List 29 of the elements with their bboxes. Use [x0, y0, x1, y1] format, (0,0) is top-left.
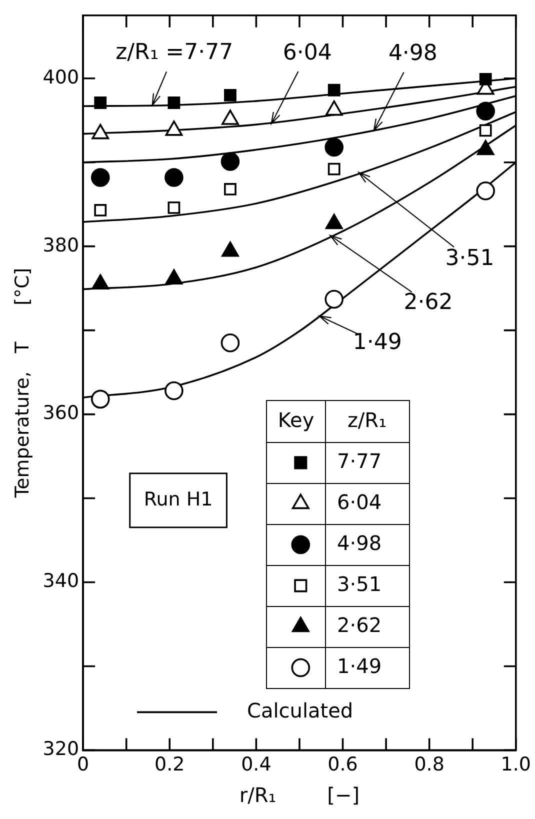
legend-label: 7·77	[337, 448, 382, 473]
annotation: 6·04	[282, 40, 332, 66]
legend-label: 6·04	[337, 490, 382, 514]
legend-label: 3·51	[337, 572, 382, 596]
y-tick-label: 380	[42, 234, 80, 256]
y-axis-title: Temperature, T [°C]	[11, 268, 34, 499]
x-tick-label: 0.6	[328, 754, 358, 776]
annotation: 3·51	[445, 246, 494, 272]
annotation: 1·49	[352, 330, 402, 355]
annotation: Run H1	[144, 488, 213, 510]
annotation: 4·98	[388, 41, 438, 66]
annotation: z/R₁ =7·77	[116, 40, 234, 65]
legend-label: 2·62	[337, 612, 382, 637]
annotation: 2·62	[404, 290, 453, 316]
x-tick-label: 0.2	[154, 754, 185, 776]
y-tick-label: 320	[42, 738, 80, 760]
legend-label: Calculated	[247, 698, 354, 722]
legend-label: 4·98	[337, 530, 382, 555]
x-axis-title: r/R₁ [−]	[239, 783, 360, 808]
y-tick-label: 360	[42, 402, 80, 424]
x-tick-label: 0	[77, 754, 90, 776]
x-tick-label: 0.8	[414, 754, 444, 776]
legend-label: 1·49	[337, 654, 382, 678]
x-tick-label: 0.4	[241, 754, 272, 776]
x-tick-label: 1.0	[500, 754, 531, 776]
legend-title: z/R₁	[347, 408, 387, 432]
y-tick-label: 400	[42, 66, 80, 88]
y-tick-label: 340	[42, 570, 80, 592]
annotation: Key	[278, 408, 314, 432]
